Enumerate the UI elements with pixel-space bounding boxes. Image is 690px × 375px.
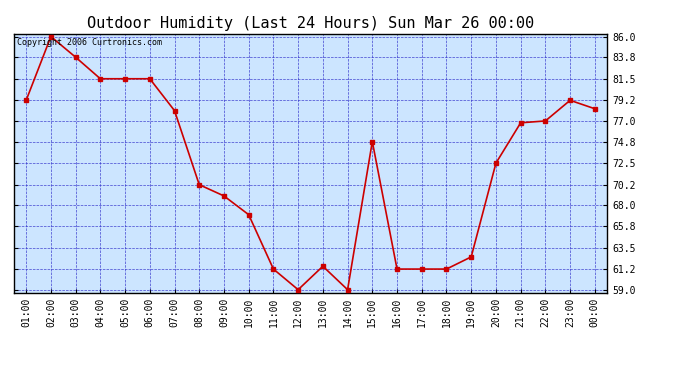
Title: Outdoor Humidity (Last 24 Hours) Sun Mar 26 00:00: Outdoor Humidity (Last 24 Hours) Sun Mar… (87, 16, 534, 31)
Text: Copyright 2006 Curtronics.com: Copyright 2006 Curtronics.com (17, 38, 161, 46)
